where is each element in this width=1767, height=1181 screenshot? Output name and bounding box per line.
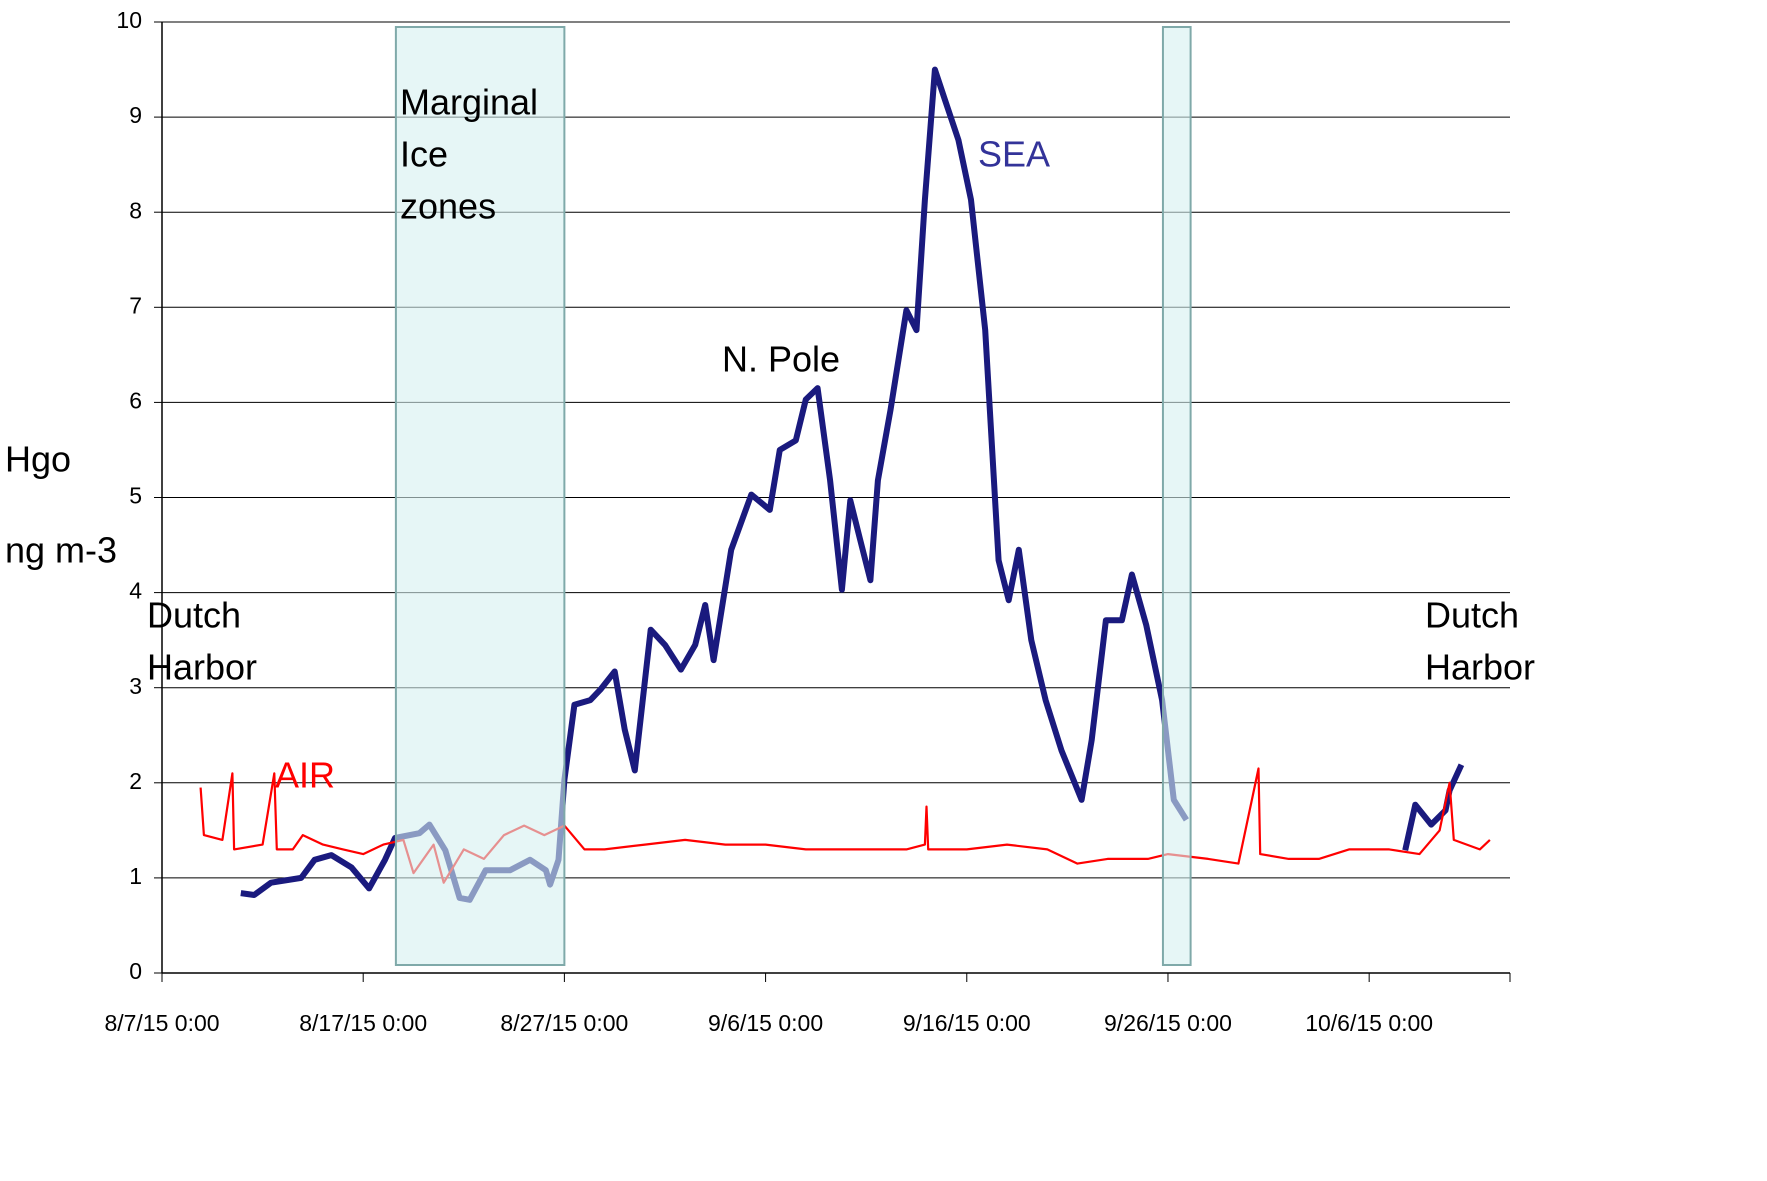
annotation: Dutch (1425, 595, 1519, 636)
y-tick-label: 1 (129, 863, 142, 889)
y-axis-label: ng m-3 (5, 530, 117, 571)
annotation: SEA (978, 134, 1050, 175)
y-tick-label: 0 (129, 958, 142, 984)
x-tick-label: 10/6/15 0:00 (1305, 1010, 1433, 1036)
annotation: Ice (400, 134, 448, 175)
y-tick-label: 5 (129, 483, 142, 509)
annotation: Marginal (400, 82, 538, 123)
y-tick-label: 7 (129, 292, 142, 318)
x-tick-label: 8/7/15 0:00 (104, 1010, 219, 1036)
y-axis-label: Hgo (5, 439, 71, 480)
ice-zone-band (394, 26, 566, 966)
annotation: Harbor (147, 647, 257, 688)
y-tick-label: 10 (116, 7, 142, 33)
annotation: N. Pole (722, 339, 840, 380)
y-tick-label: 3 (129, 673, 142, 699)
annotation: zones (400, 186, 496, 227)
annotation: AIR (275, 755, 335, 796)
x-tick-label: 8/17/15 0:00 (299, 1010, 427, 1036)
annotation: Harbor (1425, 647, 1535, 688)
y-tick-label: 8 (129, 197, 142, 223)
x-tick-label: 9/26/15 0:00 (1104, 1010, 1232, 1036)
ice-zone-band (1161, 26, 1192, 966)
y-tick-label: 6 (129, 387, 142, 413)
series-line (199, 767, 1491, 884)
y-tick-label: 4 (129, 578, 142, 604)
annotation: Dutch (147, 595, 241, 636)
x-tick-label: 9/6/15 0:00 (708, 1010, 823, 1036)
x-tick-label: 8/27/15 0:00 (500, 1010, 628, 1036)
x-tick-label: 9/16/15 0:00 (903, 1010, 1031, 1036)
y-tick-label: 9 (129, 102, 142, 128)
y-tick-label: 2 (129, 768, 142, 794)
